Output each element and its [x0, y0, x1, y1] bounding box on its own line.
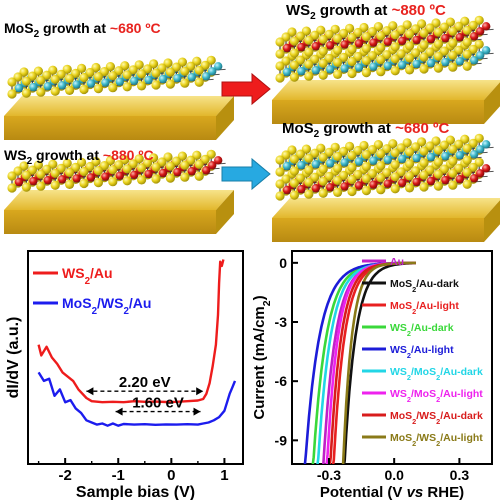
- sts-xtick-label-1: -1: [112, 467, 125, 484]
- sts-xtick-label-2: 0: [167, 467, 175, 484]
- her-ytick-label-2: -6: [275, 373, 288, 389]
- her-xlabel: Potential (V vs RHE): [320, 484, 464, 500]
- panel-mos2-on-ws2-au: [272, 133, 500, 242]
- row2-left-label: WS2 growth at ~880 ºC: [4, 147, 154, 167]
- gap-label-0: 2.20 eV: [119, 374, 171, 391]
- panel-mos2-on-au: [4, 55, 234, 140]
- her-xtick-label-1: 0.0: [384, 467, 404, 483]
- row1-left-label: MoS2 growth at ~680 ºC: [4, 20, 161, 40]
- her-legend-label-0: Au: [390, 256, 404, 268]
- her-legend-label-6: WS2/MoS2/Au-light: [390, 388, 483, 404]
- sts-legend-label-0: WS2/Au: [62, 265, 113, 287]
- her-plot-frame: [291, 250, 493, 465]
- her-legend-label-1: MoS2/Au-dark: [390, 278, 459, 294]
- sts-plot: WS2/Au MoS2/WS2/Au 2.20 eV 1.60 eV -2 -1 0 1 Sam…: [5, 250, 244, 500]
- panel-ws2-on-mos2-au: [272, 15, 500, 124]
- sts-xtick-label-3: 1: [220, 467, 228, 484]
- her-xtick-label-2: 0.3: [450, 467, 470, 483]
- her-legend-label-8: MoS2/WS2/Au-light: [390, 432, 483, 448]
- gap-label-1: 1.60 eV: [132, 395, 184, 412]
- sts-series-line-0: [37, 259, 225, 404]
- her-legend-label-3: WS2/Au-dark: [390, 322, 454, 338]
- her-ytick-label-1: -3: [275, 314, 288, 330]
- her-ylabel: Current (mA/cm2): [251, 295, 273, 419]
- her-series-line-8: [341, 261, 416, 464]
- row2-right-label: MoS2 growth at ~680 ºC: [282, 120, 450, 140]
- her-legend-label-7: MoS2/WS2/Au-dark: [390, 410, 483, 426]
- her-legend-label-2: MoS2/Au-light: [390, 300, 459, 316]
- sts-series-line-1: [37, 371, 237, 427]
- sts-xlabel: Sample bias (V): [76, 484, 195, 500]
- panel-ws2-on-au: [4, 149, 234, 234]
- her-legend-label-5: WS2/MoS2/Au-dark: [390, 366, 483, 382]
- right-arrow-blue: [221, 157, 271, 191]
- her-ytick-label-0: 0: [279, 255, 287, 271]
- growth-schematic: [4, 15, 500, 242]
- sts-legend-label-1: MoS2/WS2/Au: [62, 295, 151, 317]
- row1-right-label: WS2 growth at ~880 ºC: [286, 2, 446, 22]
- sts-ylabel: dI/dV (a.u.): [5, 317, 22, 399]
- her-legend-label-4: WS2/Au-light: [390, 344, 454, 360]
- sts-plot-frame: [27, 250, 244, 465]
- her-plot: Au MoS2/Au-dark MoS2/Au-light WS2/Au-dark WS…: [251, 250, 493, 500]
- right-arrow-red: [221, 72, 271, 106]
- sts-xtick-label-0: -2: [58, 467, 71, 484]
- her-ytick-label-3: -9: [275, 432, 288, 448]
- her-xtick-label-0: -0.3: [317, 467, 341, 483]
